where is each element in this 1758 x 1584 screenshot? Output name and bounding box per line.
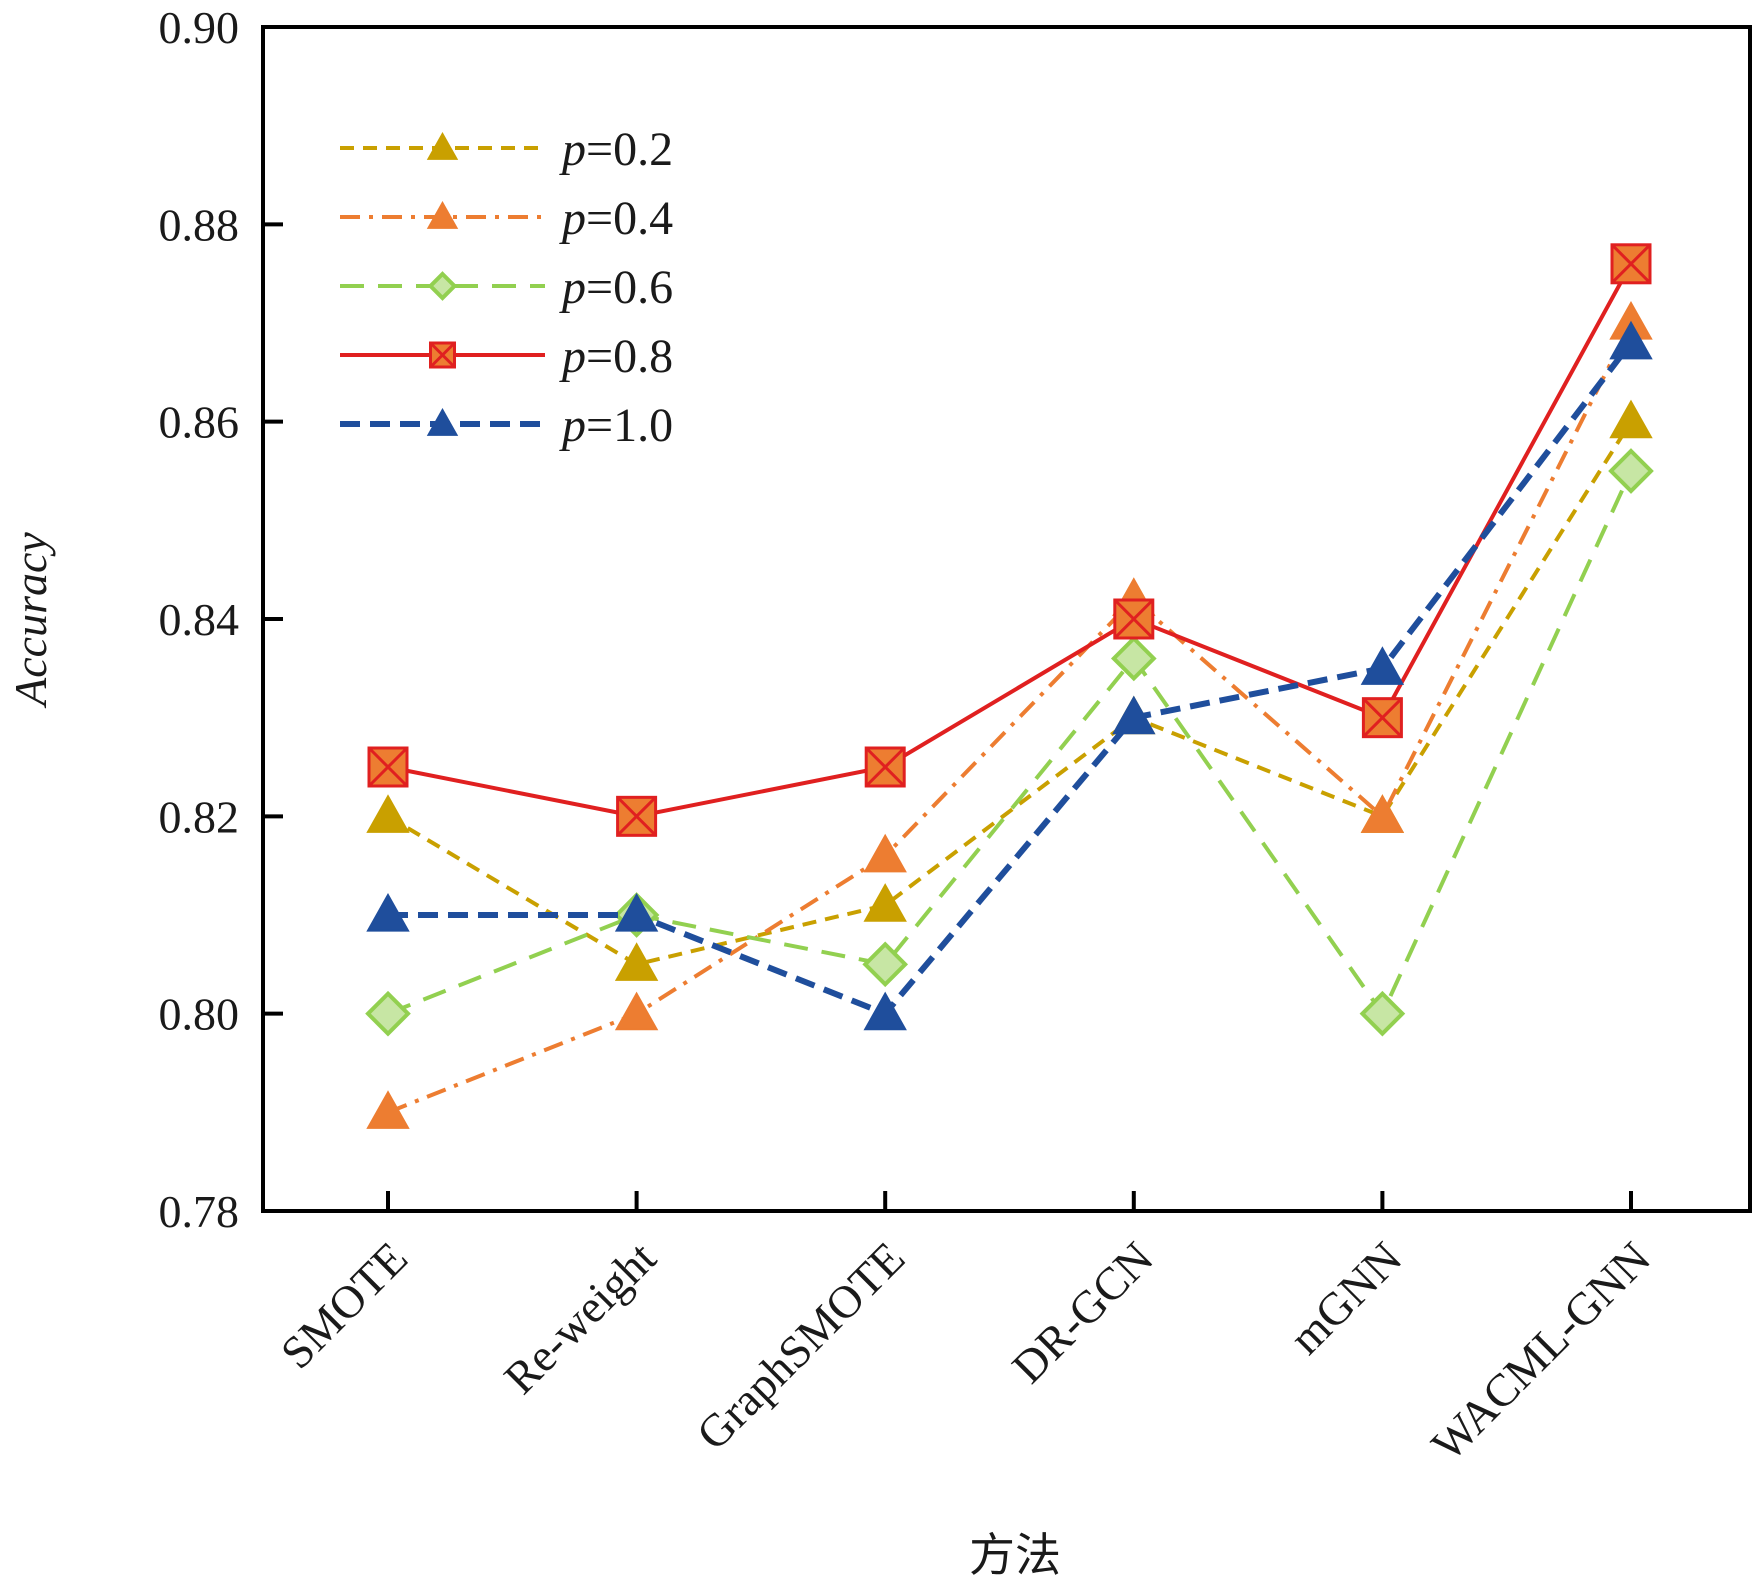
y-tick-label: 0.88: [159, 199, 240, 250]
x-tick-label: DR-GCN: [1002, 1232, 1163, 1393]
plot-frame: [261, 25, 1752, 1213]
x-tick-label: Re-weight: [494, 1232, 666, 1404]
x-axis-title: 方法: [969, 1530, 1061, 1581]
data-point-marker: [863, 833, 907, 873]
series-line: [387, 470, 1633, 1018]
data-point-marker: [426, 407, 459, 436]
data-point-marker: [1609, 320, 1653, 360]
data-point-marker: [616, 795, 658, 837]
legend-item: p=1.0: [340, 399, 673, 452]
y-axis: 0.78 0.80 0.82 0.84 0.86 0.88 0.90: [159, 2, 283, 1237]
y-tick-label: 0.90: [159, 2, 240, 53]
y-tick-label: 0.82: [159, 791, 240, 842]
series-p-0-6: [365, 448, 1654, 1037]
data-point-marker: [614, 892, 659, 932]
data-point-marker: [429, 341, 456, 369]
data-point-marker: [862, 941, 909, 988]
marker-cross: [1113, 598, 1154, 640]
legend-label: p=0.8: [559, 330, 673, 383]
series-p-0-8: [367, 243, 1652, 837]
data-point-marker: [367, 746, 409, 788]
series-p-1-0: [366, 320, 1653, 1031]
marker-cross: [429, 341, 456, 369]
y-tick-label: 0.78: [159, 1186, 240, 1237]
data-point-marker: [614, 942, 659, 981]
legend-item: p=0.2: [340, 123, 673, 176]
data-point-marker: [1360, 646, 1405, 685]
series-layer: [365, 243, 1654, 1129]
x-tick-label: SMOTE: [271, 1232, 417, 1378]
data-point-marker: [863, 991, 907, 1031]
data-point-marker: [365, 990, 411, 1037]
y-tick-label: 0.80: [159, 989, 240, 1040]
marker-cross: [367, 746, 409, 788]
marker-cross: [616, 796, 657, 837]
data-point-marker: [366, 892, 410, 932]
marker-cross: [865, 746, 906, 788]
legend-label: p=0.4: [559, 192, 673, 245]
data-point-marker: [1110, 635, 1157, 682]
data-point-marker: [614, 991, 659, 1031]
data-point-marker: [1361, 697, 1403, 739]
data-point-marker: [1113, 598, 1155, 640]
legend-label: p=0.6: [559, 261, 673, 314]
data-point-marker: [426, 200, 459, 229]
y-tick-label: 0.84: [159, 594, 240, 645]
legend-item: p=0.4: [340, 192, 673, 245]
legend: p=0.2 p=0.4 p=0.6 p=0.8 p=1.0: [340, 123, 673, 452]
data-point-marker: [1112, 695, 1156, 735]
data-point-marker: [1608, 448, 1654, 494]
series-line: [387, 262, 1633, 819]
marker-cross: [1610, 243, 1652, 284]
series-line: [388, 340, 1634, 1018]
legend-item: p=0.6: [340, 261, 673, 314]
data-point-marker: [1359, 990, 1406, 1037]
x-axis: SMOTE Re-weight GraphSMOTE DR-GCN mGNN WACML-…: [271, 1191, 1660, 1470]
series-line: [386, 420, 1633, 967]
legend-label: p=0.2: [559, 123, 673, 176]
legend-item: p=0.8: [340, 330, 673, 383]
y-tick-label: 0.86: [159, 397, 240, 448]
data-point-marker: [427, 271, 458, 301]
series-p-0-4: [366, 300, 1653, 1129]
data-point-marker: [1360, 794, 1405, 833]
data-point-marker: [366, 1090, 410, 1129]
data-point-marker: [1609, 399, 1653, 439]
legend-label: p=1.0: [559, 399, 673, 452]
data-point-marker: [366, 794, 410, 833]
data-point-marker: [426, 131, 459, 160]
x-tick-label: GraphSMOTE: [687, 1232, 915, 1460]
data-point-marker: [864, 746, 906, 788]
marker-cross: [1362, 697, 1403, 738]
data-point-marker: [1610, 243, 1652, 285]
y-axis-title: Accuracy: [5, 532, 56, 709]
series-line: [387, 322, 1633, 1115]
x-tick-label: mGNN: [1280, 1232, 1412, 1364]
data-point-marker: [863, 883, 907, 922]
x-tick-label: WACML-GNN: [1422, 1232, 1660, 1470]
